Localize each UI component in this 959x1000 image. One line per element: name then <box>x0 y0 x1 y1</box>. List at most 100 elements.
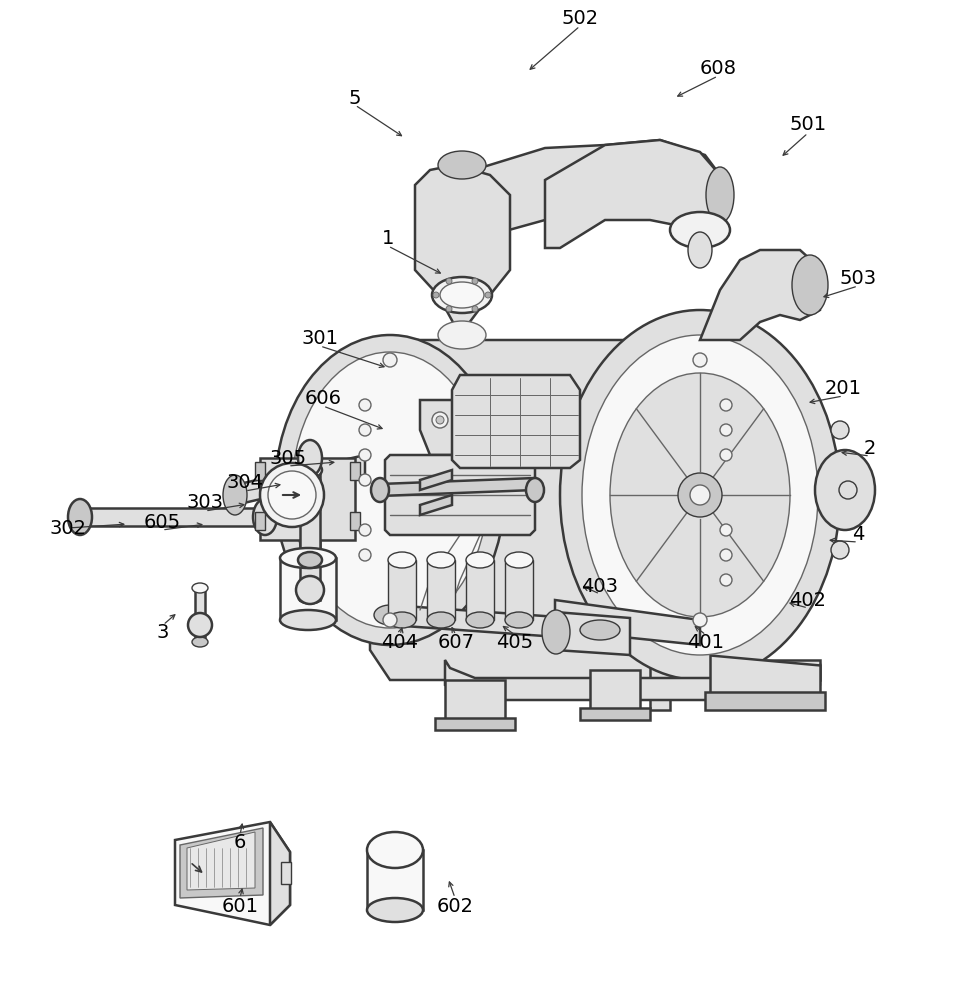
Circle shape <box>720 574 732 586</box>
Polygon shape <box>260 458 355 540</box>
Polygon shape <box>180 828 263 898</box>
Circle shape <box>433 292 439 298</box>
Text: 2: 2 <box>864 438 877 458</box>
Polygon shape <box>420 470 452 490</box>
Ellipse shape <box>298 592 322 604</box>
Polygon shape <box>445 660 820 700</box>
Text: 1: 1 <box>382 229 394 247</box>
Ellipse shape <box>432 277 492 313</box>
Circle shape <box>436 416 444 424</box>
Text: 305: 305 <box>269 448 307 468</box>
Polygon shape <box>700 250 820 340</box>
Bar <box>255 462 265 480</box>
Ellipse shape <box>505 552 533 568</box>
Circle shape <box>359 399 371 411</box>
Text: 201: 201 <box>825 378 861 397</box>
Circle shape <box>446 278 452 284</box>
Text: 606: 606 <box>305 388 341 408</box>
Polygon shape <box>175 822 290 925</box>
Polygon shape <box>545 140 720 248</box>
Ellipse shape <box>526 478 544 502</box>
Text: 405: 405 <box>497 634 533 652</box>
Polygon shape <box>270 822 290 925</box>
Text: 601: 601 <box>222 896 259 916</box>
Polygon shape <box>280 558 336 620</box>
Polygon shape <box>460 140 720 258</box>
Circle shape <box>693 613 707 627</box>
Ellipse shape <box>440 282 484 308</box>
Circle shape <box>678 473 722 517</box>
Text: 4: 4 <box>852 524 864 544</box>
Circle shape <box>831 541 849 559</box>
Text: 608: 608 <box>699 58 737 78</box>
Polygon shape <box>705 692 825 710</box>
Polygon shape <box>370 340 720 680</box>
Circle shape <box>268 471 316 519</box>
Bar <box>281 862 291 884</box>
Ellipse shape <box>388 612 416 628</box>
Circle shape <box>720 524 732 536</box>
Circle shape <box>359 449 371 461</box>
Text: 404: 404 <box>382 634 418 652</box>
Circle shape <box>188 613 212 637</box>
Ellipse shape <box>427 612 455 628</box>
Circle shape <box>462 412 478 428</box>
Text: 602: 602 <box>436 896 474 916</box>
Polygon shape <box>466 560 494 620</box>
Ellipse shape <box>582 335 818 655</box>
Ellipse shape <box>192 583 208 593</box>
Ellipse shape <box>427 552 455 568</box>
Ellipse shape <box>438 321 486 349</box>
Polygon shape <box>590 670 640 710</box>
Ellipse shape <box>367 832 423 868</box>
Ellipse shape <box>466 612 494 628</box>
Circle shape <box>496 416 504 424</box>
Polygon shape <box>650 660 820 710</box>
Circle shape <box>359 474 371 486</box>
Ellipse shape <box>371 478 389 502</box>
Polygon shape <box>427 560 455 620</box>
Polygon shape <box>505 560 533 620</box>
Ellipse shape <box>610 373 790 617</box>
Circle shape <box>466 416 474 424</box>
Ellipse shape <box>298 552 322 568</box>
Text: 304: 304 <box>226 474 264 492</box>
Ellipse shape <box>298 462 322 478</box>
Polygon shape <box>385 455 535 535</box>
Polygon shape <box>367 850 423 910</box>
Text: 403: 403 <box>581 576 619 595</box>
Ellipse shape <box>688 232 712 268</box>
Circle shape <box>383 353 397 367</box>
Ellipse shape <box>792 255 828 315</box>
Circle shape <box>720 549 732 561</box>
Circle shape <box>383 613 397 627</box>
Text: 605: 605 <box>144 512 180 532</box>
Text: 3: 3 <box>157 624 169 643</box>
Text: 401: 401 <box>688 634 724 652</box>
Ellipse shape <box>388 552 416 568</box>
Circle shape <box>359 524 371 536</box>
Circle shape <box>690 485 710 505</box>
Circle shape <box>472 278 478 284</box>
Circle shape <box>432 412 448 428</box>
Ellipse shape <box>438 151 486 179</box>
Text: 502: 502 <box>561 8 598 27</box>
Circle shape <box>720 399 732 411</box>
Ellipse shape <box>367 898 423 922</box>
Text: 501: 501 <box>789 115 827 134</box>
Polygon shape <box>195 590 205 640</box>
Circle shape <box>260 463 324 527</box>
Circle shape <box>296 576 324 604</box>
Ellipse shape <box>223 475 247 515</box>
Ellipse shape <box>292 352 488 628</box>
Text: 607: 607 <box>437 634 475 652</box>
Polygon shape <box>420 400 510 455</box>
Ellipse shape <box>253 499 277 535</box>
Circle shape <box>831 421 849 439</box>
Circle shape <box>446 306 452 312</box>
Text: 303: 303 <box>186 493 223 512</box>
Circle shape <box>839 481 857 499</box>
Text: 302: 302 <box>50 518 86 538</box>
Polygon shape <box>555 612 630 655</box>
Polygon shape <box>300 540 320 600</box>
